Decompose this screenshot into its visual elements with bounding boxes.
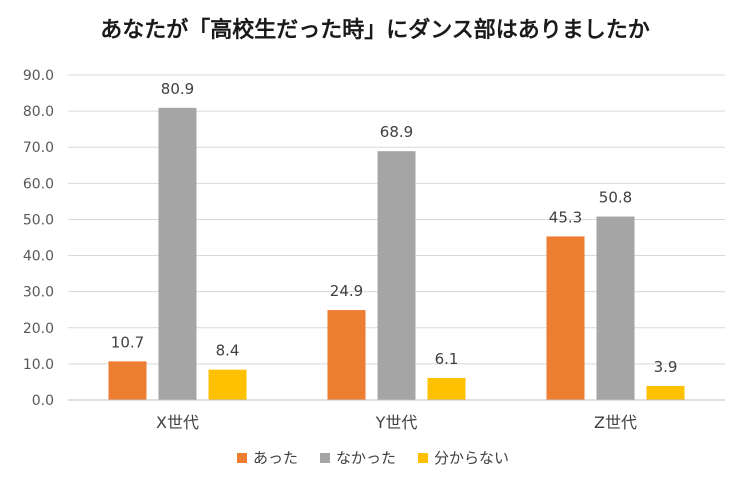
y-axis-ticks: 0.0 10.0 20.0 30.0 40.0 50.0 60.0 70.0 80.0 90.0 bbox=[23, 68, 54, 409]
bar bbox=[596, 216, 635, 400]
bar bbox=[208, 369, 247, 400]
data-label: 3.9 bbox=[654, 358, 678, 376]
y-tick-label: 30.0 bbox=[23, 285, 54, 301]
data-label: 10.7 bbox=[111, 333, 144, 351]
legend-label: なかった bbox=[336, 449, 396, 467]
data-label: 45.3 bbox=[549, 208, 582, 226]
x-axis-categories: X世代 Y世代 Z世代 bbox=[156, 413, 637, 432]
legend-swatch bbox=[237, 453, 247, 463]
data-label: 80.9 bbox=[161, 80, 194, 98]
y-tick-label: 50.0 bbox=[23, 212, 54, 228]
y-tick-label: 60.0 bbox=[23, 176, 54, 192]
bar bbox=[158, 107, 197, 400]
bar bbox=[427, 377, 466, 400]
legend-swatch bbox=[320, 453, 330, 463]
data-labels: 10.7 80.9 8.4 24.9 68.9 6.1 45.3 50.8 3.9 bbox=[111, 80, 678, 376]
data-label: 24.9 bbox=[330, 282, 363, 300]
bar bbox=[327, 310, 366, 400]
chart-title: あなたが「高校生だった時」にダンス部はありましたか bbox=[100, 18, 650, 43]
data-label: 68.9 bbox=[380, 123, 413, 141]
y-tick-label: 20.0 bbox=[23, 321, 54, 337]
legend-label: 分からない bbox=[434, 449, 509, 467]
x-category-label: Z世代 bbox=[594, 413, 637, 432]
legend: あった なかった 分からない bbox=[237, 449, 509, 467]
y-tick-label: 0.0 bbox=[32, 393, 54, 409]
y-tick-label: 80.0 bbox=[23, 104, 54, 120]
bar bbox=[377, 151, 416, 400]
y-tick-label: 70.0 bbox=[23, 140, 54, 156]
y-tick-label: 40.0 bbox=[23, 249, 54, 265]
legend-label: あった bbox=[253, 449, 298, 467]
x-category-label: Y世代 bbox=[375, 413, 418, 432]
bar bbox=[546, 236, 585, 400]
bar bbox=[108, 361, 147, 400]
x-category-label: X世代 bbox=[156, 413, 199, 432]
bars bbox=[108, 107, 685, 400]
y-tick-label: 90.0 bbox=[23, 68, 54, 84]
bar bbox=[646, 385, 685, 400]
data-label: 8.4 bbox=[216, 342, 240, 360]
data-label: 50.8 bbox=[599, 189, 632, 207]
data-label: 6.1 bbox=[435, 350, 459, 368]
legend-swatch bbox=[418, 453, 428, 463]
y-tick-label: 10.0 bbox=[23, 357, 54, 373]
